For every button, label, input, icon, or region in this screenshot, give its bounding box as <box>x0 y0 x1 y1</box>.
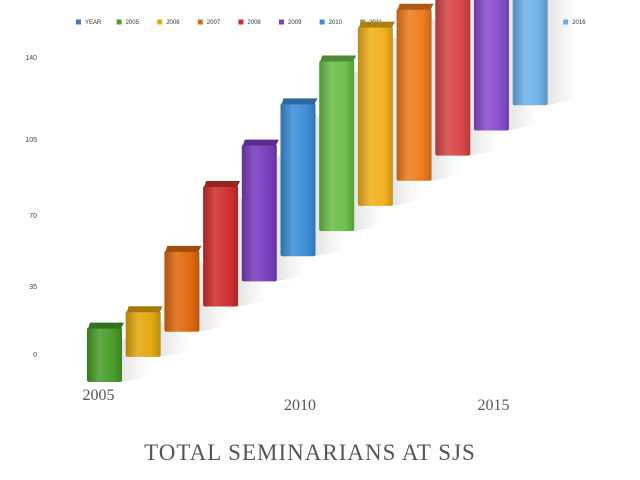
bar-top-2005 <box>88 322 124 329</box>
bar-top-2011 <box>320 55 357 62</box>
bar-2014 <box>435 0 471 156</box>
legend-label-2010: 2010 <box>329 20 343 26</box>
legend-swatch-2005 <box>116 19 122 25</box>
bar-top-2012 <box>358 21 395 28</box>
x-label-2005: 2005 <box>83 387 115 404</box>
bar-2013 <box>396 3 434 181</box>
bar-2008 <box>203 180 241 307</box>
y-tick-70: 70 <box>29 213 37 220</box>
x-label-2015: 2015 <box>478 397 510 414</box>
bar-2010 <box>280 98 318 257</box>
bar-2006 <box>125 306 163 357</box>
bar-face-2013 <box>396 8 432 181</box>
bar-face-2010 <box>280 103 316 257</box>
legend-swatch-2009 <box>279 19 284 25</box>
bar-face-2014 <box>435 0 471 156</box>
legend-label-2008: 2008 <box>247 20 261 26</box>
legend-swatch-2010 <box>319 19 325 25</box>
y-tick-140: 140 <box>25 55 37 62</box>
bar-face-2006 <box>125 311 161 357</box>
bar-2009 <box>241 139 279 282</box>
bar-2011 <box>319 55 357 232</box>
legend-label-2007: 2007 <box>207 20 221 26</box>
bar-top-2008 <box>204 180 241 187</box>
bar-face-2007 <box>164 250 200 332</box>
bar-2016 <box>512 0 548 106</box>
legend-label-2016: 2016 <box>572 20 586 26</box>
y-tick-0: 0 <box>33 352 37 359</box>
bar-face-2015 <box>474 0 509 131</box>
x-axis-labels: 2005 2010 2015 <box>83 387 510 414</box>
bar-face-2005 <box>87 327 122 382</box>
bar-top-2007 <box>165 245 202 252</box>
bar-top-2006 <box>126 306 163 313</box>
bar-face-2016 <box>512 0 548 106</box>
chart-title: TOTAL SEMINARIANS AT SJS <box>144 440 476 465</box>
bar-2015 <box>474 0 509 131</box>
legend-swatch-2007 <box>197 19 203 25</box>
bar-top-2013 <box>397 3 434 10</box>
bar-face-2009 <box>241 144 277 282</box>
y-axis-ticks: 0 35 70 105 140 <box>25 55 37 359</box>
bar-face-2008 <box>203 185 239 307</box>
bar-face-2012 <box>357 26 393 206</box>
bar-top-2009 <box>242 139 279 146</box>
y-tick-35: 35 <box>29 284 37 291</box>
bar-2005 <box>87 322 124 382</box>
bar-shadow-2016 <box>547 0 576 106</box>
bar-face-2011 <box>319 60 355 232</box>
legend-label-2009: 2009 <box>288 20 302 26</box>
y-tick-105: 105 <box>25 137 37 144</box>
bar-2012 <box>357 21 395 206</box>
bars <box>87 0 548 382</box>
legend-swatch-year <box>76 19 81 25</box>
legend-label-2005: 2005 <box>126 20 140 26</box>
legend-swatch-2008 <box>238 19 244 25</box>
bar-2007 <box>164 245 202 332</box>
legend-label-year: YEAR <box>85 20 102 26</box>
bar-top-2010 <box>281 98 318 105</box>
x-label-2010: 2010 <box>284 397 316 414</box>
legend-swatch-2006 <box>157 19 163 25</box>
legend-label-2006: 2006 <box>166 20 180 26</box>
